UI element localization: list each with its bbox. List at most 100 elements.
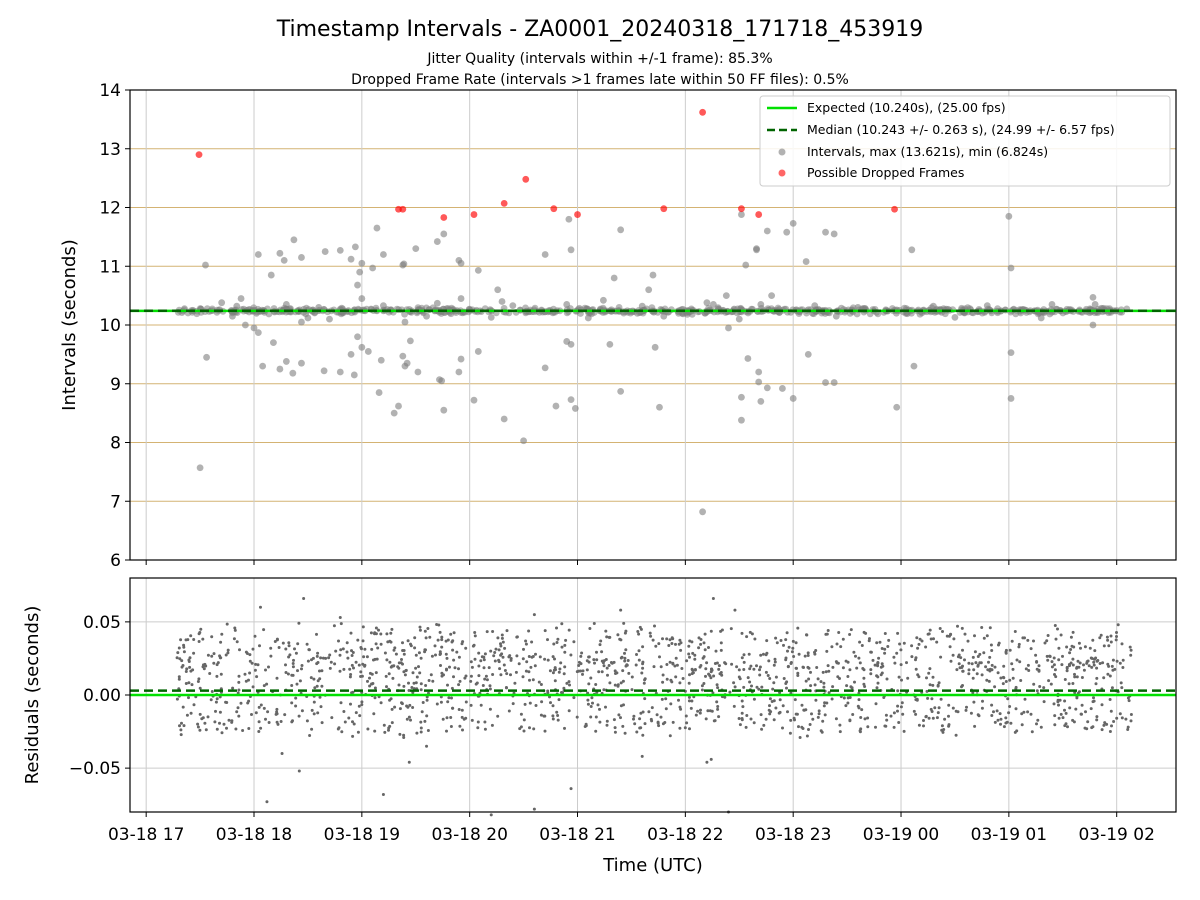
residual-point bbox=[951, 706, 955, 710]
residual-point bbox=[916, 673, 920, 677]
residual-point bbox=[1057, 646, 1061, 650]
residual-point bbox=[297, 769, 301, 773]
residual-point bbox=[319, 705, 323, 709]
interval-point bbox=[487, 313, 495, 321]
interval-point bbox=[298, 254, 305, 261]
residual-point bbox=[885, 718, 889, 722]
residual-point bbox=[594, 729, 598, 733]
residual-point bbox=[765, 651, 769, 655]
residual-point bbox=[295, 682, 299, 686]
residual-point bbox=[294, 704, 298, 708]
residual-point bbox=[1070, 644, 1074, 648]
interval-point bbox=[276, 249, 284, 257]
residual-point bbox=[760, 685, 764, 689]
residuals-y-tick-label: −0.05 bbox=[69, 759, 121, 779]
residual-point bbox=[640, 671, 644, 675]
residual-point bbox=[624, 629, 628, 633]
residual-point bbox=[677, 698, 680, 702]
residual-point bbox=[738, 723, 742, 727]
residual-point bbox=[814, 698, 818, 702]
residual-point bbox=[602, 664, 606, 668]
residual-point bbox=[235, 640, 239, 644]
residual-point bbox=[897, 721, 901, 724]
residual-point bbox=[359, 675, 363, 678]
residual-point bbox=[546, 638, 549, 642]
residual-point bbox=[452, 658, 456, 662]
residual-point bbox=[1115, 635, 1118, 638]
interval-point bbox=[218, 299, 226, 307]
residual-point bbox=[1075, 675, 1079, 679]
residual-point bbox=[215, 697, 219, 701]
residual-point bbox=[224, 653, 228, 657]
residual-point bbox=[189, 669, 193, 673]
residual-point bbox=[755, 664, 758, 668]
residual-point bbox=[389, 697, 393, 701]
residual-point bbox=[192, 651, 196, 655]
residual-point bbox=[408, 703, 412, 707]
x-tick-label: 03-19 01 bbox=[971, 825, 1047, 845]
residual-point bbox=[927, 716, 931, 720]
residual-point bbox=[786, 649, 789, 653]
residual-point bbox=[513, 681, 517, 685]
residual-point bbox=[579, 669, 583, 673]
residual-point bbox=[740, 699, 744, 703]
residual-point bbox=[496, 714, 500, 718]
residual-point bbox=[860, 644, 864, 647]
residual-point bbox=[759, 713, 763, 717]
residual-point bbox=[831, 665, 835, 669]
residual-point bbox=[177, 646, 181, 650]
residual-point bbox=[522, 729, 526, 733]
residual-point bbox=[511, 702, 515, 706]
residual-point bbox=[670, 642, 674, 645]
residual-point bbox=[699, 642, 703, 646]
residual-point bbox=[210, 690, 214, 693]
residual-point bbox=[593, 661, 596, 665]
residual-point bbox=[337, 639, 340, 643]
residual-point bbox=[345, 641, 349, 645]
residual-point bbox=[860, 708, 864, 712]
residual-point bbox=[590, 696, 594, 700]
residual-point bbox=[435, 623, 439, 626]
residual-point bbox=[1032, 639, 1035, 643]
residual-point bbox=[693, 657, 697, 661]
interval-point bbox=[929, 302, 937, 310]
residual-point bbox=[569, 653, 573, 657]
dropped-frame-point bbox=[738, 205, 745, 213]
residual-point bbox=[658, 655, 661, 659]
residual-point bbox=[1065, 669, 1069, 673]
interval-point bbox=[203, 353, 210, 361]
residual-point bbox=[411, 706, 415, 709]
interval-point bbox=[259, 362, 267, 370]
interval-point bbox=[638, 302, 646, 310]
residual-point bbox=[585, 668, 589, 672]
intervals-y-tick-label: 7 bbox=[110, 492, 121, 512]
residual-point bbox=[214, 700, 218, 704]
residual-point bbox=[345, 650, 349, 654]
residual-point bbox=[863, 685, 867, 688]
residual-point bbox=[598, 643, 602, 647]
residual-point bbox=[623, 656, 627, 660]
residual-point bbox=[974, 661, 978, 665]
residual-point bbox=[678, 726, 682, 730]
residual-point bbox=[857, 656, 861, 660]
residual-point bbox=[914, 667, 918, 671]
residual-point bbox=[980, 626, 984, 629]
residual-point bbox=[1057, 658, 1061, 662]
residual-point bbox=[387, 726, 391, 730]
residual-point bbox=[928, 667, 932, 671]
residual-point bbox=[419, 730, 423, 734]
residual-point bbox=[626, 659, 630, 662]
residual-point bbox=[970, 662, 974, 666]
residual-point bbox=[674, 642, 677, 646]
residual-point bbox=[845, 684, 849, 688]
residual-point bbox=[190, 683, 194, 687]
residual-point bbox=[649, 717, 653, 721]
x-axis-label: Time (UTC) bbox=[602, 855, 703, 876]
residual-point bbox=[742, 660, 746, 664]
residual-point bbox=[823, 701, 827, 705]
residual-point bbox=[1129, 713, 1133, 716]
residual-point bbox=[637, 632, 641, 636]
residual-point bbox=[230, 719, 234, 723]
residual-point bbox=[464, 674, 468, 678]
residual-point bbox=[935, 640, 939, 644]
